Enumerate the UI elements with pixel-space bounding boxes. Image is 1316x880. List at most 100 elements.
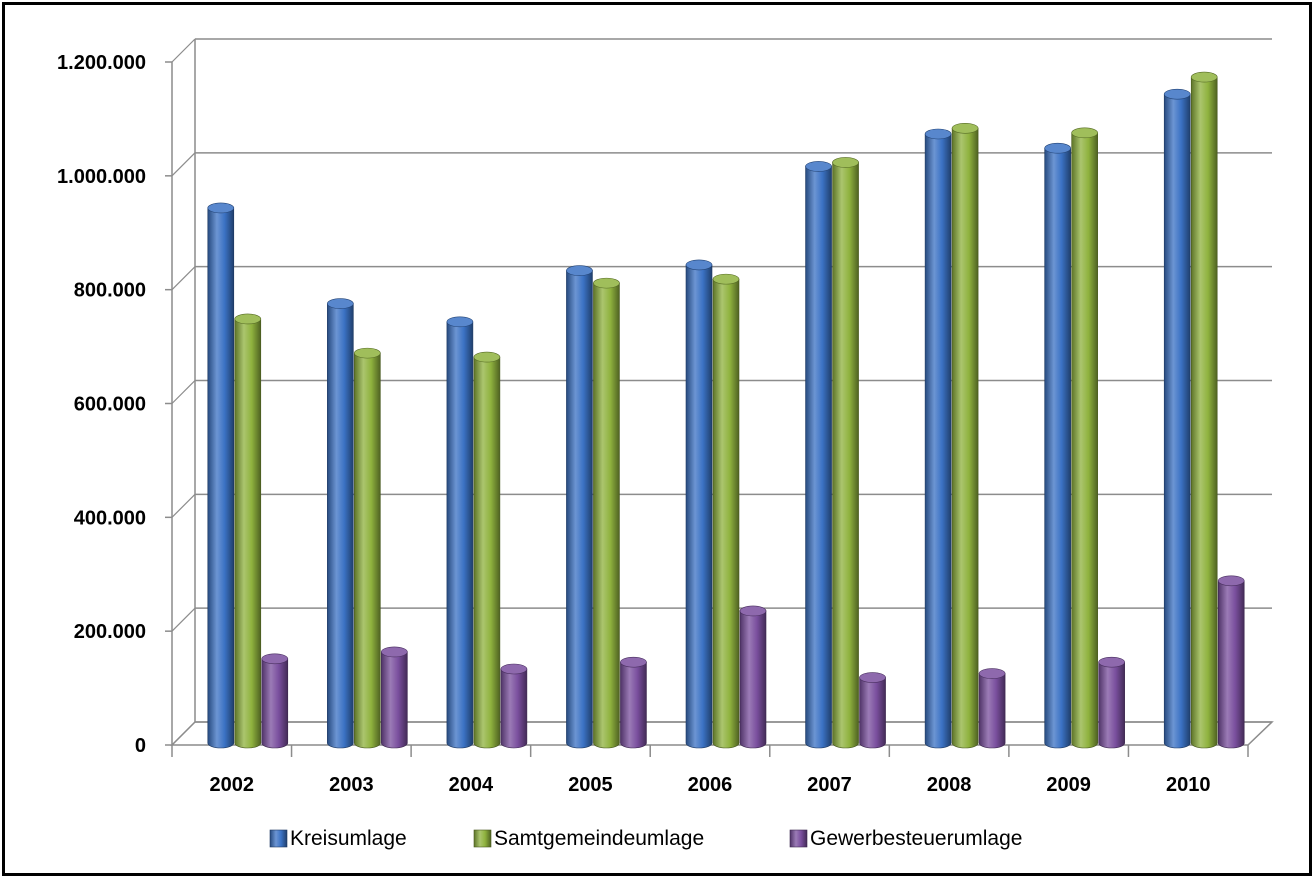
bar-top — [924, 128, 952, 140]
bar — [805, 161, 832, 749]
bar — [685, 259, 713, 749]
legend-label: Samtgemeindeumlage — [494, 827, 704, 850]
gridline-connector — [171, 607, 196, 632]
bar-top — [832, 157, 859, 168]
bar — [1044, 142, 1071, 749]
bar-top — [978, 668, 1006, 679]
x-tick-label: 2008 — [927, 774, 972, 796]
bar-top — [1071, 127, 1098, 139]
x-tick-label: 2002 — [210, 774, 255, 796]
bar — [951, 123, 979, 749]
y-tick-labels: 0 200.000 400.000 600.000 800.000 1.000.000 1.… — [57, 52, 146, 757]
bar-body — [381, 651, 408, 749]
y-tick-label: 0 — [135, 735, 146, 757]
legend-item: Kreisumlage — [269, 827, 407, 850]
bar-body — [620, 661, 647, 749]
legend-label: Kreisumlage — [290, 827, 407, 850]
x-tick-label: 2006 — [688, 774, 733, 796]
bar-body — [978, 673, 1006, 749]
axes — [165, 39, 1274, 757]
bar — [739, 605, 767, 749]
bar-top — [500, 663, 528, 675]
bar-body — [354, 352, 381, 749]
bar-body — [1190, 76, 1218, 749]
y-tick-label: 400.000 — [74, 507, 146, 529]
bar-top — [805, 161, 832, 172]
gridline-connector — [171, 152, 196, 177]
bar-body — [1098, 661, 1125, 749]
gridline-connector — [171, 380, 196, 404]
bar-body — [261, 658, 289, 749]
gridline-connector — [171, 493, 196, 518]
bar — [859, 672, 886, 749]
legend: Kreisumlage Samtgemeindeumlage Gewerbesteu… — [269, 827, 1022, 850]
bar-top — [473, 351, 501, 363]
bar-top — [685, 259, 713, 271]
x-tick-label: 2009 — [1046, 774, 1091, 796]
x-tick-label: 2007 — [807, 774, 852, 796]
legend-swatch — [473, 829, 492, 848]
bar — [500, 663, 528, 749]
bar-top — [381, 646, 408, 658]
legend-label: Gewerbesteuerumlage — [810, 827, 1022, 850]
bar — [620, 656, 647, 749]
bar-body — [859, 677, 886, 749]
bars — [207, 71, 1245, 749]
bar-body — [473, 356, 501, 749]
bar-top — [234, 313, 262, 325]
gridline-connector — [171, 38, 196, 63]
bar-top — [1163, 88, 1191, 100]
y-tick-label: 600.000 — [74, 394, 146, 416]
bar-top — [1190, 71, 1218, 83]
bar-top — [1044, 142, 1071, 154]
bar-body — [739, 610, 767, 749]
x-tick-label: 2003 — [329, 774, 374, 796]
bar — [593, 277, 620, 749]
bar-body — [685, 264, 713, 749]
bar — [1071, 127, 1098, 749]
bar — [566, 265, 593, 749]
y-tick-label: 800.000 — [74, 280, 146, 302]
bar — [234, 313, 262, 749]
bar-top — [1098, 656, 1125, 668]
bar — [978, 668, 1006, 749]
bar-body — [832, 162, 859, 749]
bar — [473, 351, 501, 749]
bar-top — [207, 202, 235, 214]
bar — [354, 347, 381, 749]
x-tick-label: 2010 — [1166, 774, 1211, 796]
bar-body — [566, 270, 593, 749]
legend-item: Samtgemeindeumlage — [473, 827, 704, 850]
y-tick-label: 1.200.000 — [57, 52, 146, 74]
bar-body — [593, 282, 620, 749]
legend-item: Gewerbesteuerumlage — [789, 827, 1022, 850]
bar — [924, 128, 952, 749]
bar-top — [566, 265, 593, 276]
bar-top — [951, 123, 979, 134]
bar-top — [354, 347, 381, 359]
bar-top — [593, 277, 620, 289]
y-tick-label: 200.000 — [74, 621, 146, 643]
bar — [712, 273, 740, 749]
bar-top — [859, 672, 886, 683]
bar-top — [327, 298, 354, 309]
bar — [446, 316, 474, 749]
bar — [1098, 656, 1125, 749]
gridline-connector — [171, 266, 196, 291]
plot-area: 0 200.000 400.000 600.000 800.000 1.000.000 1.… — [57, 38, 1274, 796]
bar-body — [1071, 132, 1098, 749]
x-tick-labels: 2002 2003 2004 2005 2006 2007 2008 2009 2010 — [210, 774, 1211, 796]
bar-top — [739, 605, 767, 617]
bar — [381, 646, 408, 749]
bar-body — [805, 166, 832, 749]
bar — [207, 202, 235, 749]
bar-body — [327, 303, 354, 749]
bar — [1190, 71, 1218, 749]
bar — [832, 157, 859, 749]
bar-body — [500, 668, 528, 749]
bar-body — [234, 318, 262, 749]
bar-top — [712, 273, 740, 285]
bar — [1163, 88, 1191, 749]
bar-body — [1217, 580, 1245, 749]
